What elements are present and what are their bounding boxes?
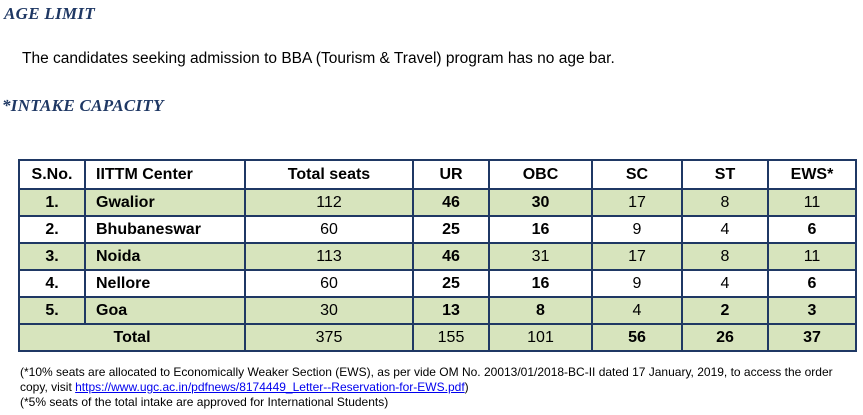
cell-ur: 46 (412, 242, 490, 271)
cell-sno: 5. (18, 296, 86, 325)
age-limit-text: The candidates seeking admission to BBA … (22, 50, 615, 67)
col-header-total: Total seats (244, 159, 414, 190)
cell-total: 60 (244, 269, 414, 298)
ews-footnote: (*10% seats are allocated to Economicall… (20, 365, 855, 395)
cell-sno: 1. (18, 188, 86, 217)
cell-ur: 13 (412, 296, 490, 325)
col-header-obc: OBC (488, 159, 593, 190)
cell-obc: 16 (488, 269, 593, 298)
cell-st: 4 (681, 269, 769, 298)
table-header-row: S.No. IITTM Center Total seats UR OBC SC… (18, 159, 857, 190)
col-header-ur: UR (412, 159, 490, 190)
cell-ews: 6 (767, 269, 857, 298)
cell-sc: 9 (591, 215, 683, 244)
cell-center: Goa (84, 296, 246, 325)
cell-center: Nellore (84, 269, 246, 298)
cell-total-ews: 37 (767, 323, 857, 352)
cell-total: 113 (244, 242, 414, 271)
table-row: 5. Goa 30 13 8 4 2 3 (18, 296, 857, 325)
international-footnote: (*5% seats of the total intake are appro… (20, 395, 389, 409)
cell-st: 8 (681, 242, 769, 271)
footnotes: (*10% seats are allocated to Economicall… (20, 365, 855, 410)
cell-ur: 25 (412, 269, 490, 298)
table-row: 3. Noida 113 46 31 17 8 11 (18, 242, 857, 271)
col-header-sno: S.No. (18, 159, 86, 190)
cell-total: 30 (244, 296, 414, 325)
cell-obc: 16 (488, 215, 593, 244)
cell-st: 8 (681, 188, 769, 217)
table-total-row: Total 375 155 101 56 26 37 (18, 323, 857, 352)
col-header-sc: SC (591, 159, 683, 190)
ews-footnote-close: ) (464, 380, 469, 394)
cell-total: 112 (244, 188, 414, 217)
cell-sno: 4. (18, 269, 86, 298)
col-header-center: IITTM Center (84, 159, 246, 190)
cell-ews: 11 (767, 188, 857, 217)
cell-total-label: Total (18, 323, 246, 352)
cell-total-ur: 155 (412, 323, 490, 352)
cell-total-sc: 56 (591, 323, 683, 352)
table-row: 1. Gwalior 112 46 30 17 8 11 (18, 188, 857, 217)
table-row: 2. Bhubaneswar 60 25 16 9 4 6 (18, 215, 857, 244)
cell-total: 60 (244, 215, 414, 244)
cell-st: 4 (681, 215, 769, 244)
cell-sno: 2. (18, 215, 86, 244)
cell-sc: 9 (591, 269, 683, 298)
intake-table: S.No. IITTM Center Total seats UR OBC SC… (18, 159, 857, 352)
cell-ews: 3 (767, 296, 857, 325)
cell-total-seats: 375 (244, 323, 414, 352)
cell-ur: 25 (412, 215, 490, 244)
cell-ews: 11 (767, 242, 857, 271)
cell-sc: 4 (591, 296, 683, 325)
cell-obc: 30 (488, 188, 593, 217)
cell-sc: 17 (591, 242, 683, 271)
cell-total-st: 26 (681, 323, 769, 352)
intake-capacity-heading: *INTAKE CAPACITY (2, 96, 164, 115)
col-header-ews: EWS* (767, 159, 857, 190)
ews-order-link[interactable]: https://www.ugc.ac.in/pdfnews/8174449_Le… (75, 380, 465, 394)
col-header-st: ST (681, 159, 769, 190)
cell-obc: 8 (488, 296, 593, 325)
table-row: 4. Nellore 60 25 16 9 4 6 (18, 269, 857, 298)
ews-footnote-text: (*10% seats are allocated to Economicall… (20, 365, 833, 394)
cell-ur: 46 (412, 188, 490, 217)
cell-st: 2 (681, 296, 769, 325)
cell-center: Bhubaneswar (84, 215, 246, 244)
cell-obc: 31 (488, 242, 593, 271)
cell-sc: 17 (591, 188, 683, 217)
cell-total-obc: 101 (488, 323, 593, 352)
cell-center: Gwalior (84, 188, 246, 217)
cell-sno: 3. (18, 242, 86, 271)
cell-center: Noida (84, 242, 246, 271)
cell-ews: 6 (767, 215, 857, 244)
age-limit-heading: AGE LIMIT (4, 4, 96, 23)
